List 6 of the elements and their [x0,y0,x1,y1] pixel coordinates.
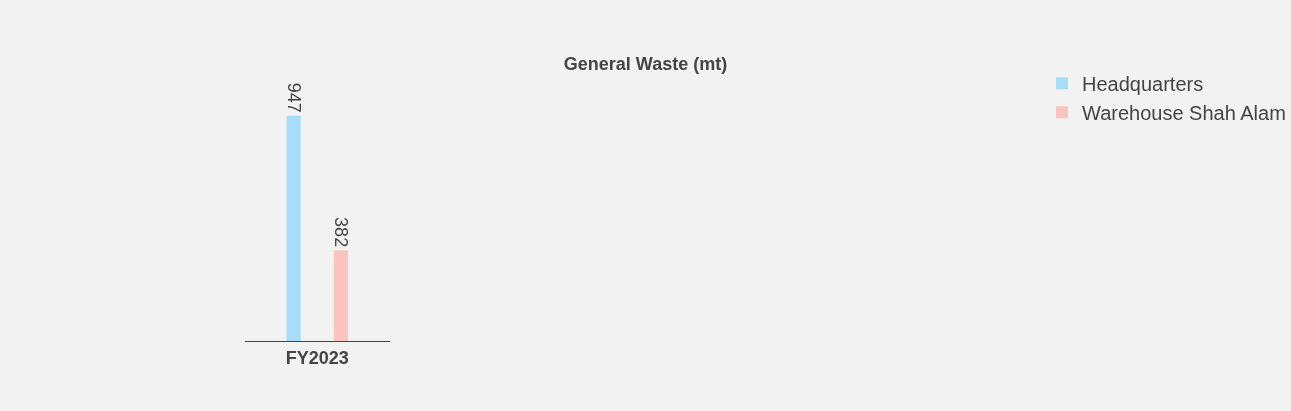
data-label: 382 [330,217,351,248]
text: General Waste (mt) [563,54,728,75]
x-tick-label: FY2023 [285,347,349,368]
data-label: 947 [283,82,304,113]
legend-label: Headquarters [1082,73,1204,96]
legend-label: Warehouse Shah Alam [1082,102,1286,125]
